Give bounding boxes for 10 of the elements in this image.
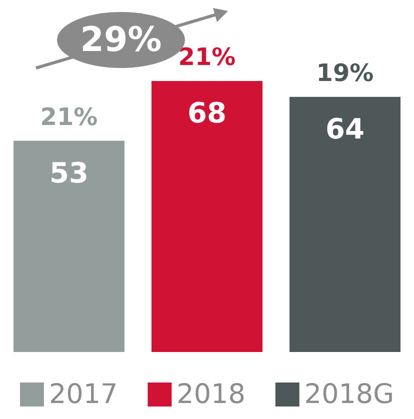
legend-label: 2018G [304, 379, 394, 410]
data-label: 53 [50, 156, 88, 190]
data-label: 68 [188, 96, 226, 130]
annotation: 19% [316, 58, 374, 87]
annotation: 21% [40, 102, 98, 131]
legend-label: 2017 [48, 379, 118, 410]
legend-label: 2018 [176, 379, 246, 410]
text: 21% [178, 42, 236, 71]
text: 29% [80, 20, 162, 60]
data-label: 64 [326, 112, 364, 146]
